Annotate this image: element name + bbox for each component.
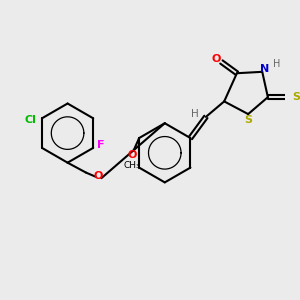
Text: N: N (260, 64, 269, 74)
Text: H: H (273, 59, 280, 69)
Text: F: F (97, 140, 105, 149)
Text: S: S (244, 115, 252, 125)
Text: Cl: Cl (24, 115, 36, 125)
Text: O: O (212, 54, 221, 64)
Text: CH₃: CH₃ (124, 161, 140, 170)
Text: O: O (128, 150, 137, 160)
Text: O: O (94, 171, 103, 181)
Text: H: H (191, 109, 199, 118)
Text: S: S (292, 92, 300, 102)
